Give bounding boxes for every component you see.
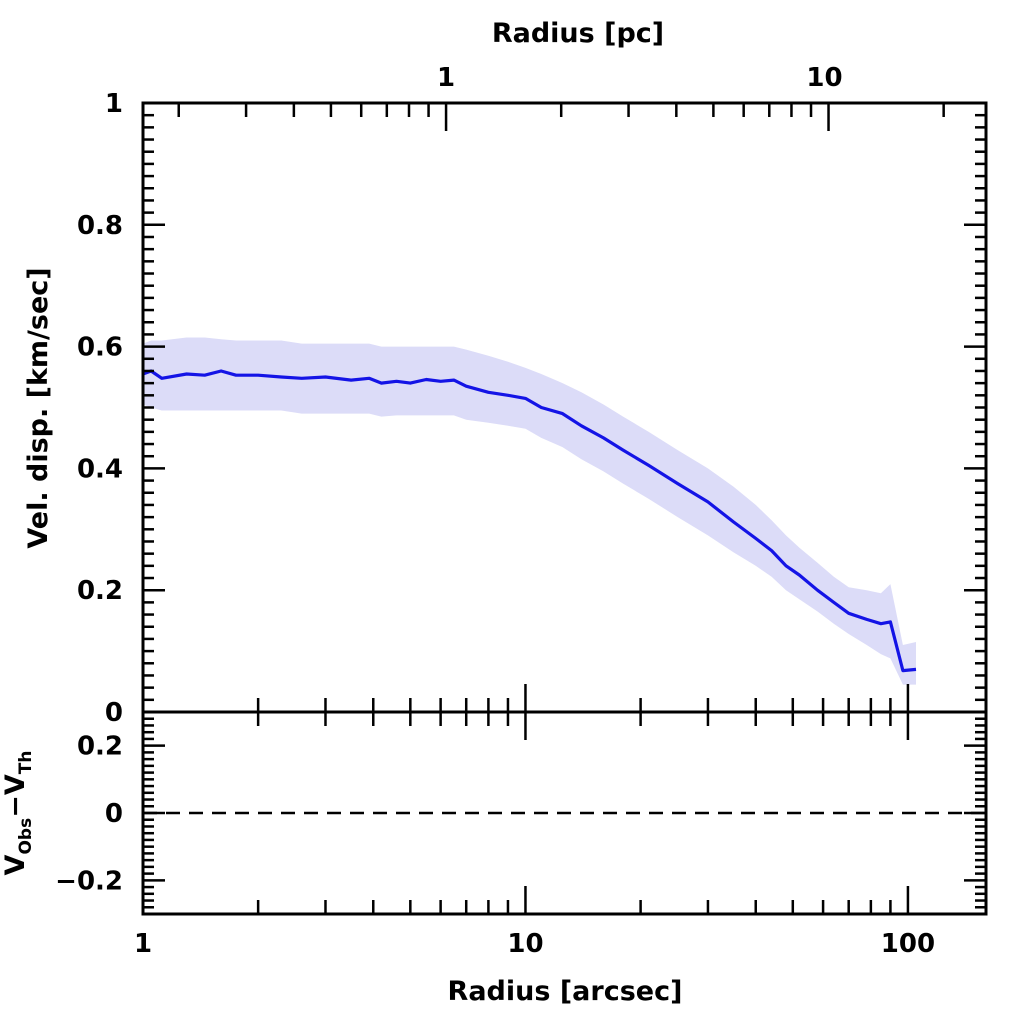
residual-y-labels: −0.2 0 0.2	[55, 732, 123, 897]
ylabel-minus-v: −V	[0, 774, 31, 818]
top-x-tick-label: 1	[437, 63, 455, 93]
residual-y-tick-label: −0.2	[55, 866, 123, 896]
residual-frame	[141, 710, 988, 916]
main-panel: 0 0.2 0.4 0.6 0.8 1 1 10 Radius [pc] Vel. disp…	[23, 18, 988, 728]
bottom-x-labels: 1 10 100	[134, 929, 935, 959]
main-y-tick-label: 0	[105, 698, 123, 728]
bottom-x-axis-title: Radius [arcsec]	[448, 976, 683, 1007]
main-y-labels: 0 0.2 0.4 0.6 0.8 1	[77, 89, 123, 728]
main-y-tick-label: 0.6	[77, 333, 123, 363]
main-y-tick-label: 0.8	[77, 211, 123, 241]
bottom-x-tick-label: 1	[134, 929, 152, 959]
residual-y-tick-label: 0.2	[77, 732, 123, 762]
residual-y-tick-label: 0	[105, 799, 123, 829]
ylabel-sub-obs: Obs	[16, 818, 36, 855]
main-y-tick-label: 1	[105, 89, 123, 119]
residual-y-axis-title: VObs−VTh	[0, 751, 36, 876]
main-y-tick-label: 0.2	[77, 576, 123, 606]
main-y-axis-title: Vel. disp. [km/sec]	[23, 267, 54, 548]
main-y-tick-label: 0.4	[77, 454, 123, 484]
ylabel-sub-th: Th	[16, 751, 36, 775]
residual-panel: −0.2 0 0.2 1 10 100 Radius [arcsec] VObs−VTh	[0, 710, 988, 1007]
top-x-axis-title: Radius [pc]	[492, 18, 664, 49]
top-x-tick-label: 10	[806, 63, 842, 93]
error-band	[143, 337, 916, 685]
ylabel-v: V	[0, 854, 31, 875]
bottom-x-tick-label: 10	[507, 929, 543, 959]
bottom-x-tick-label: 100	[881, 929, 935, 959]
top-x-labels: 1 10	[437, 63, 843, 93]
data-line	[142, 369, 917, 673]
